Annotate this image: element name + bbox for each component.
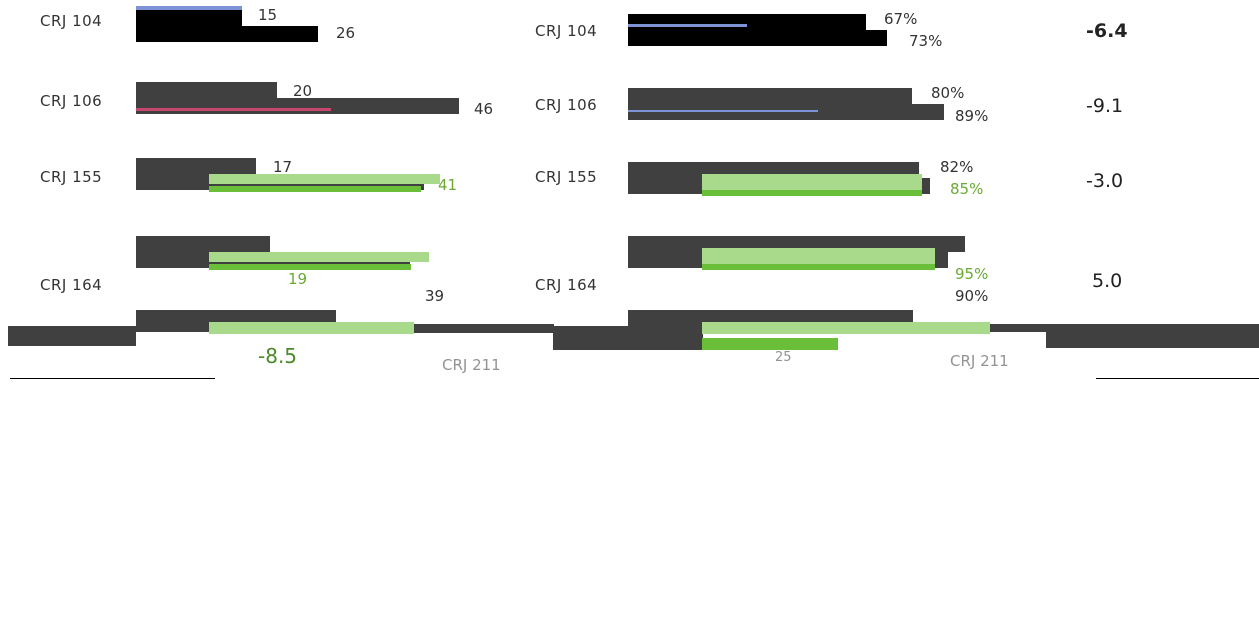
bottom-band-dark-left [414, 324, 554, 333]
bar-right-2-lg [702, 174, 923, 190]
row-label-crj106-right: CRJ 106 [535, 96, 598, 114]
delta-crj104: -6.4 [1086, 20, 1128, 42]
row-label-crj104-right: CRJ 104 [535, 22, 598, 40]
value-label-crj106-a: 20 [293, 82, 313, 100]
bottom-band-green-left [209, 322, 414, 334]
value-label-crj155-a: 17 [273, 158, 293, 176]
bar-right-0-accent [628, 24, 747, 27]
value-label-crj104-a: 15 [258, 6, 278, 24]
row-label-crj155-right: CRJ 155 [535, 168, 598, 186]
bottom-value-mid: 25 [775, 350, 792, 365]
bar-left-0-b [136, 26, 319, 42]
value-label-crj106-b: 46 [474, 100, 494, 118]
bar-left-3-a [136, 236, 270, 252]
bar-right-2-g [702, 190, 923, 196]
value-label-crj106-pct-b: 89% [955, 107, 989, 125]
delta-bottom: -8.5 [258, 344, 298, 368]
value-label-crj164-b: 39 [425, 287, 445, 305]
value-label-crj164-pct-b: 90% [955, 287, 989, 305]
value-label-crj155-pct-b: 85% [950, 180, 984, 198]
bottom-band-dark-right [990, 324, 1050, 332]
bottom-label-left: CRJ 211 [442, 356, 501, 374]
separator-right [1096, 378, 1259, 379]
separator-left [10, 378, 215, 379]
row-label-crj104-left: CRJ 104 [40, 12, 103, 30]
bottom-label-right: CRJ 211 [950, 352, 1009, 370]
bar-right-1-a [628, 88, 912, 104]
value-label-crj104-b: 26 [336, 24, 356, 42]
value-label-crj155-b: 41 [438, 176, 458, 194]
bar-left-3-g [209, 264, 412, 270]
delta-crj155: -3.0 [1086, 170, 1124, 192]
value-label-crj164-pct-a: 95% [955, 265, 989, 283]
bottom-band-green-right [702, 322, 990, 334]
bar-left-0-accent [136, 6, 242, 10]
bar-right-1-b [628, 104, 944, 120]
row-label-crj106-left: CRJ 106 [40, 92, 103, 110]
bar-left-0-a [136, 10, 242, 26]
row-label-crj164-right: CRJ 164 [535, 276, 598, 294]
bar-left-3-lg [209, 252, 429, 262]
value-label-crj104-pct-b: 73% [909, 32, 943, 50]
bar-left-1-b [136, 98, 459, 114]
value-label-crj106-pct-a: 80% [931, 84, 965, 102]
bar-left-2-lg [209, 174, 441, 184]
bar-right-3-g [702, 264, 936, 270]
bar-right-3-lg [702, 248, 936, 264]
bar-left-2-a [136, 158, 256, 174]
bottom-band-dark-far [1046, 324, 1259, 348]
bar-right-0-a [628, 14, 866, 30]
bar-left-2-g [209, 186, 422, 192]
bar-right-1-accent [628, 110, 818, 112]
delta-crj164: 5.0 [1092, 270, 1123, 292]
bar-right-0-b [628, 30, 888, 46]
bar-left-1-accent [136, 108, 331, 111]
value-label-crj164-a: 19 [288, 270, 308, 288]
row-label-crj164-left: CRJ 164 [40, 276, 103, 294]
row-label-crj155-left: CRJ 155 [40, 168, 103, 186]
bar-left-1-a [136, 82, 277, 98]
bottom-band-left [8, 326, 136, 346]
delta-crj106: -9.1 [1086, 95, 1124, 117]
value-label-crj104-pct-a: 67% [884, 10, 918, 28]
value-label-crj155-pct-a: 82% [940, 158, 974, 176]
bottom-band-greenstrong-right [702, 338, 838, 350]
